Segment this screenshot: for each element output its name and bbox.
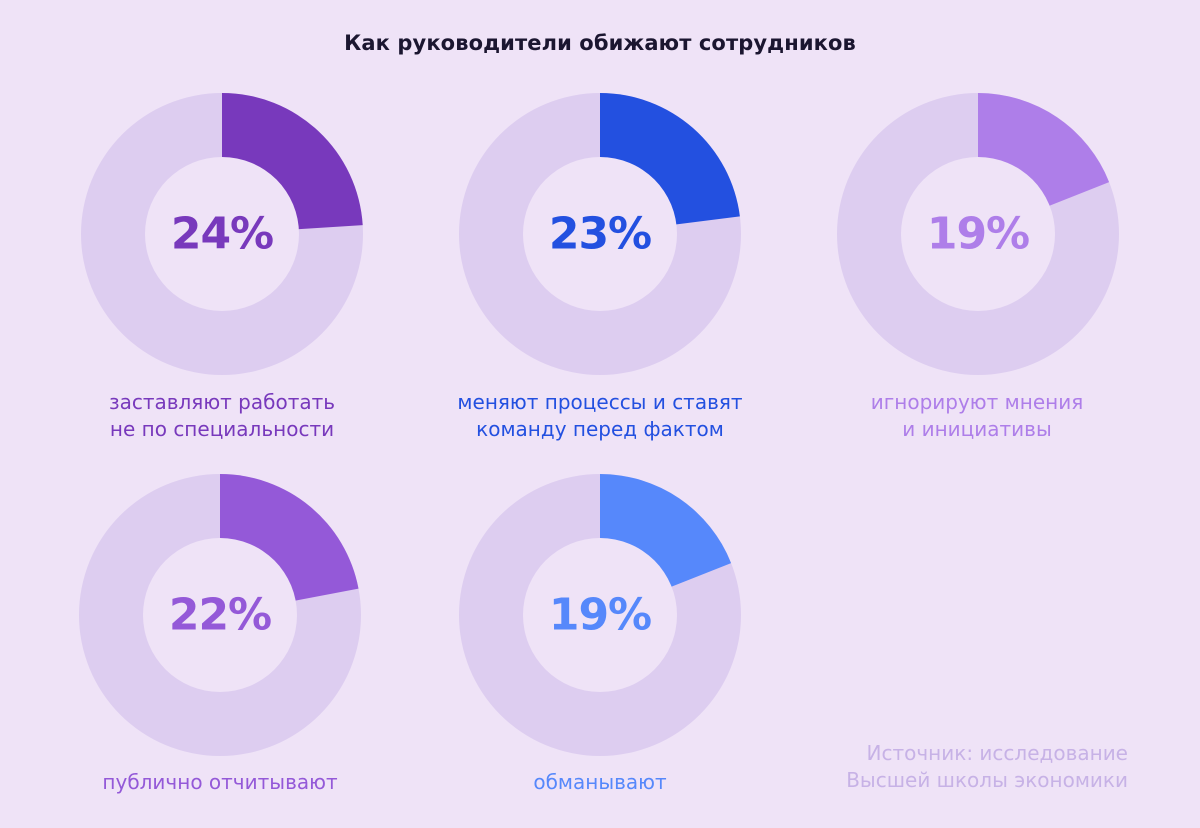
- donut-hole: [523, 538, 677, 692]
- donut-percentage-label: 19%: [927, 209, 1029, 260]
- source-line: Источник: исследование: [866, 741, 1128, 765]
- donut-hole: [901, 157, 1055, 311]
- donut-hole: [143, 538, 297, 692]
- caption-line: заставляют работать: [108, 390, 336, 414]
- donut-chart-3: 19%: [837, 93, 1119, 375]
- caption-line: обманывают: [533, 770, 667, 794]
- source-note: Источник: исследование Высшей школы экон…: [768, 740, 1128, 794]
- caption-line: не по специальности: [109, 417, 335, 441]
- donut-chart-1: 24%: [81, 93, 363, 375]
- chart-title: Как руководители обижают сотрудников: [344, 31, 856, 55]
- caption-line: игнорируют мнения: [870, 390, 1084, 414]
- donut-percentage-label: 23%: [549, 209, 651, 260]
- caption-line: команду перед фактом: [476, 417, 724, 441]
- caption-line: меняют процессы и ставят: [457, 390, 743, 414]
- caption-line: публично отчитывают: [102, 770, 338, 794]
- donut-caption: обманывают: [420, 769, 780, 796]
- donut-percentage-label: 22%: [169, 590, 271, 641]
- donut-chart-2: 23%: [459, 93, 741, 375]
- donut-caption: заставляют работать не по специальности: [42, 389, 402, 443]
- source-line: Высшей школы экономики: [846, 768, 1128, 792]
- donut-caption: публично отчитывают: [40, 769, 400, 796]
- donut-caption: игнорируют мнения и инициативы: [797, 389, 1157, 443]
- donut-hole: [145, 157, 299, 311]
- donut-hole: [523, 157, 677, 311]
- donut-chart-4: 22%: [79, 474, 361, 756]
- donut-percentage-label: 19%: [549, 590, 651, 641]
- caption-line: и инициативы: [902, 417, 1052, 441]
- donut-caption: меняют процессы и ставят команду перед ф…: [420, 389, 780, 443]
- donut-percentage-label: 24%: [171, 209, 273, 260]
- donut-chart-5: 19%: [459, 474, 741, 756]
